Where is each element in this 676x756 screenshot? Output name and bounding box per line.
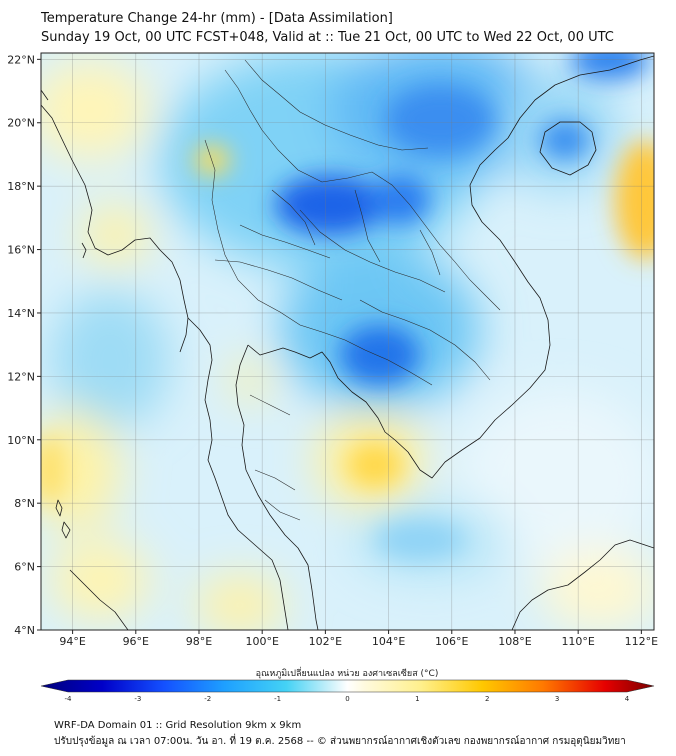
lon-label: 100°E <box>245 635 278 648</box>
chart-subtitle: Sunday 19 Oct, 00 UTC FCST+048, Valid at… <box>41 30 614 45</box>
coastlines <box>41 55 654 630</box>
lat-label: 8°N <box>14 497 35 510</box>
colorbar-label: อุณหภูมิเปลี่ยนแปลง หน่วย องศาเซลเซียส (… <box>256 666 439 679</box>
colorbar-tick-label: 2 <box>485 695 489 703</box>
lat-label: 4°N <box>14 624 35 637</box>
colorbar-tick-label: 1 <box>415 695 419 703</box>
lon-label: 98°E <box>186 635 212 648</box>
latitude-labels: 22°N 20°N 18°N 16°N 14°N 12°N 10°N 8°N 6°N 4°N <box>7 53 41 637</box>
lon-label: 112°E <box>625 635 658 648</box>
lat-label: 10°N <box>7 434 35 447</box>
lon-label: 106°E <box>435 635 468 648</box>
longitude-labels: 94°E 96°E 98°E 100°E 102°E 104°E 106°E 108°E 110… <box>59 630 658 648</box>
lat-label: 18°N <box>7 180 35 193</box>
colorbar-tick-label: 0 <box>345 695 349 703</box>
lat-label: 16°N <box>7 244 35 257</box>
temperature-field <box>41 53 654 630</box>
colorbar-tick-label: -1 <box>274 695 281 703</box>
colorbar-tick-label: -4 <box>65 695 73 703</box>
footer-model-info: WRF-DA Domain 01 :: Grid Resolution 9km … <box>54 720 302 731</box>
lat-label: 14°N <box>7 307 35 320</box>
lat-label: 20°N <box>7 117 35 130</box>
lon-label: 96°E <box>123 635 149 648</box>
lat-label: 12°N <box>7 370 35 383</box>
lon-label: 108°E <box>498 635 531 648</box>
lon-label: 102°E <box>309 635 342 648</box>
colorbar-ticks: -4 -3 -2 -1 0 1 2 3 4 <box>65 695 630 703</box>
colorbar-tick-label: -3 <box>134 695 141 703</box>
lon-label: 104°E <box>372 635 405 648</box>
colorbar-tick-label: 4 <box>625 695 630 703</box>
colorbar-tick-label: 3 <box>555 695 559 703</box>
lon-label: 110°E <box>561 635 594 648</box>
footer-credit: ปรับปรุงข้อมูล ณ เวลา 07:00น. วัน อา. ที… <box>54 736 626 747</box>
colorbar <box>40 679 655 693</box>
map-frame <box>40 52 655 631</box>
lon-label: 94°E <box>59 635 85 648</box>
lat-label: 6°N <box>14 561 35 574</box>
colorbar-tick-label: -2 <box>204 695 211 703</box>
lat-label: 22°N <box>7 53 35 66</box>
chart-title: Temperature Change 24-hr (mm) - [Data As… <box>41 11 393 26</box>
admin-borders <box>204 59 501 521</box>
